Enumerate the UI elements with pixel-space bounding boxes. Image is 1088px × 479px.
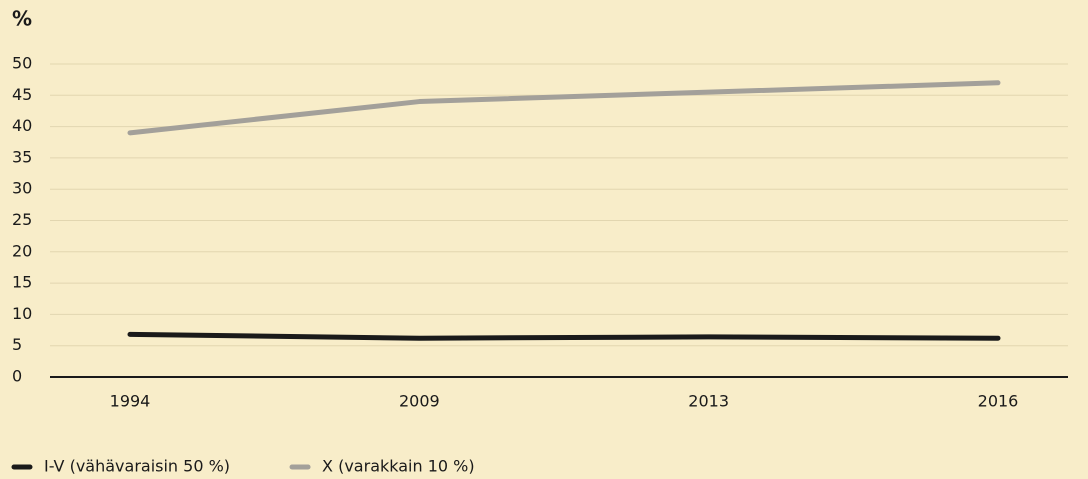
y-tick-label: 50: [12, 54, 32, 73]
x-tick-label: 2016: [978, 392, 1019, 411]
y-tick-label: 0: [12, 367, 22, 386]
x-tick-label: 1994: [110, 392, 151, 411]
y-tick-label: 10: [12, 304, 32, 323]
y-tick-label: 25: [12, 210, 32, 229]
y-tick-label: 35: [12, 147, 32, 166]
y-tick-label: 5: [12, 335, 22, 354]
line-series: [127, 80, 1001, 136]
legend-label: I-V (vähävaraisin 50 %): [44, 457, 230, 476]
y-tick-label: 15: [12, 273, 32, 292]
y-tick-label: 40: [12, 116, 32, 135]
y-tick-label: 45: [12, 85, 32, 104]
x-tick-label: 2013: [688, 392, 729, 411]
x-tick-label: 2009: [399, 392, 440, 411]
y-axis-label: %: [12, 7, 32, 31]
line-series: [127, 331, 1001, 341]
y-tick-label: 20: [12, 241, 32, 260]
y-tick-label: 30: [12, 179, 32, 198]
legend-label: X (varakkain 10 %): [322, 457, 475, 476]
